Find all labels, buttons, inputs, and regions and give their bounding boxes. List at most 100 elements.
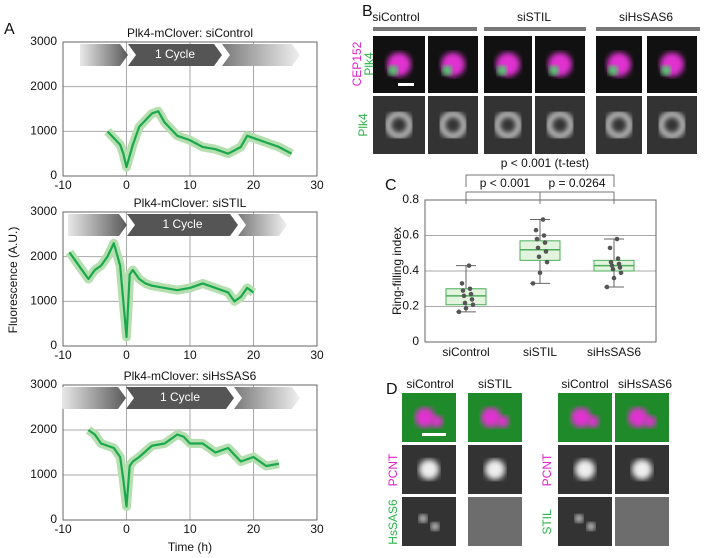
arrow	[222, 44, 300, 66]
point	[609, 263, 615, 268]
panel-label: C	[385, 177, 397, 194]
annotation: 1 Cycle	[162, 217, 202, 231]
column-label: siSTIL	[478, 377, 512, 391]
row-label: Plk4	[356, 113, 370, 137]
point	[467, 286, 473, 292]
image	[373, 96, 425, 154]
signal	[431, 415, 443, 428]
column-label: siHsSAS6	[618, 377, 672, 391]
scale-bar	[422, 433, 446, 436]
x-tick-label: 20	[247, 348, 261, 362]
x-tick-label: 10	[183, 178, 197, 192]
signal	[494, 111, 522, 139]
y-tick-label: 0	[50, 512, 57, 526]
y-tick-label: 0	[50, 338, 57, 352]
signal	[388, 65, 398, 76]
x-tick-label: -10	[54, 522, 72, 536]
signal	[415, 407, 435, 428]
arrow	[128, 44, 222, 66]
y-tick-label: 2000	[30, 422, 57, 436]
point	[461, 293, 467, 299]
point	[544, 259, 550, 265]
y-axis-label: Fluorescence (A.U.)	[6, 227, 20, 334]
image	[402, 497, 456, 546]
image	[647, 96, 697, 154]
x-tick-label: 30	[310, 348, 324, 362]
point	[466, 263, 472, 268]
point	[463, 305, 469, 311]
image	[615, 497, 669, 546]
signal	[497, 415, 509, 428]
bracket	[465, 191, 541, 204]
annotation: p = 0.0264	[548, 176, 605, 190]
signal	[442, 65, 452, 76]
point	[611, 275, 617, 281]
x-tick-label: siSTIL	[523, 345, 557, 359]
y-tick-label: 1000	[30, 124, 57, 138]
signal	[546, 111, 574, 139]
x-tick-label: 0	[123, 348, 130, 362]
raw-band	[85, 426, 280, 511]
row-label: Plk4	[362, 52, 376, 76]
arrow	[68, 214, 127, 236]
y-tick-label: 2000	[30, 249, 57, 263]
group-bar	[484, 27, 586, 31]
signal	[575, 459, 595, 480]
image	[468, 497, 522, 546]
x-tick-label: 0	[123, 522, 130, 536]
signal	[575, 514, 583, 523]
point	[530, 281, 536, 286]
row-label: HsSAS6	[386, 499, 400, 545]
signal	[439, 111, 467, 139]
point	[614, 236, 620, 242]
line	[68, 242, 255, 339]
y-tick-label: 1000	[30, 294, 57, 308]
arrow	[127, 214, 238, 236]
image	[596, 96, 642, 154]
row-label: PCNT	[386, 453, 400, 486]
x-axis-label: Time (h)	[168, 540, 212, 554]
panel-label: D	[386, 381, 398, 398]
panel-label: B	[362, 3, 373, 20]
point	[616, 261, 622, 267]
y-tick-label: 3000	[30, 204, 57, 218]
line	[87, 429, 280, 508]
annotation: p < 0.001	[480, 176, 531, 190]
signal	[385, 111, 413, 139]
arrow	[238, 214, 287, 236]
y-tick-label: 0	[412, 334, 419, 348]
point	[608, 259, 614, 265]
signal	[628, 407, 648, 428]
point	[607, 245, 613, 251]
bracket	[539, 191, 615, 204]
column-label: siControl	[372, 10, 419, 24]
signal	[485, 459, 505, 480]
x-tick-label: 30	[310, 178, 324, 192]
column-label: siControl	[406, 377, 453, 391]
bracket	[465, 174, 615, 187]
x-tick-label: 0	[123, 178, 130, 192]
point	[462, 300, 468, 306]
column-label: siHsSAS6	[619, 10, 673, 24]
micrographs	[373, 36, 697, 154]
x-tick-label: 10	[183, 522, 197, 536]
signal	[431, 522, 439, 531]
annotation: 1 Cycle	[160, 390, 200, 404]
point	[537, 270, 543, 276]
column-label: siControl	[561, 377, 608, 391]
plot-frame	[62, 211, 318, 347]
plot-frame	[62, 384, 318, 521]
signal	[608, 65, 618, 76]
annotation: p < 0.001 (t-test)	[501, 156, 589, 170]
signal	[587, 415, 599, 428]
point	[536, 254, 542, 260]
point	[618, 270, 624, 276]
x-tick-label: -10	[54, 178, 72, 192]
signal	[658, 111, 686, 139]
signal	[661, 65, 671, 76]
chart-title: Plk4-mClover: siControl	[127, 26, 253, 40]
point	[604, 284, 610, 290]
signal	[587, 522, 595, 531]
point	[540, 217, 546, 222]
